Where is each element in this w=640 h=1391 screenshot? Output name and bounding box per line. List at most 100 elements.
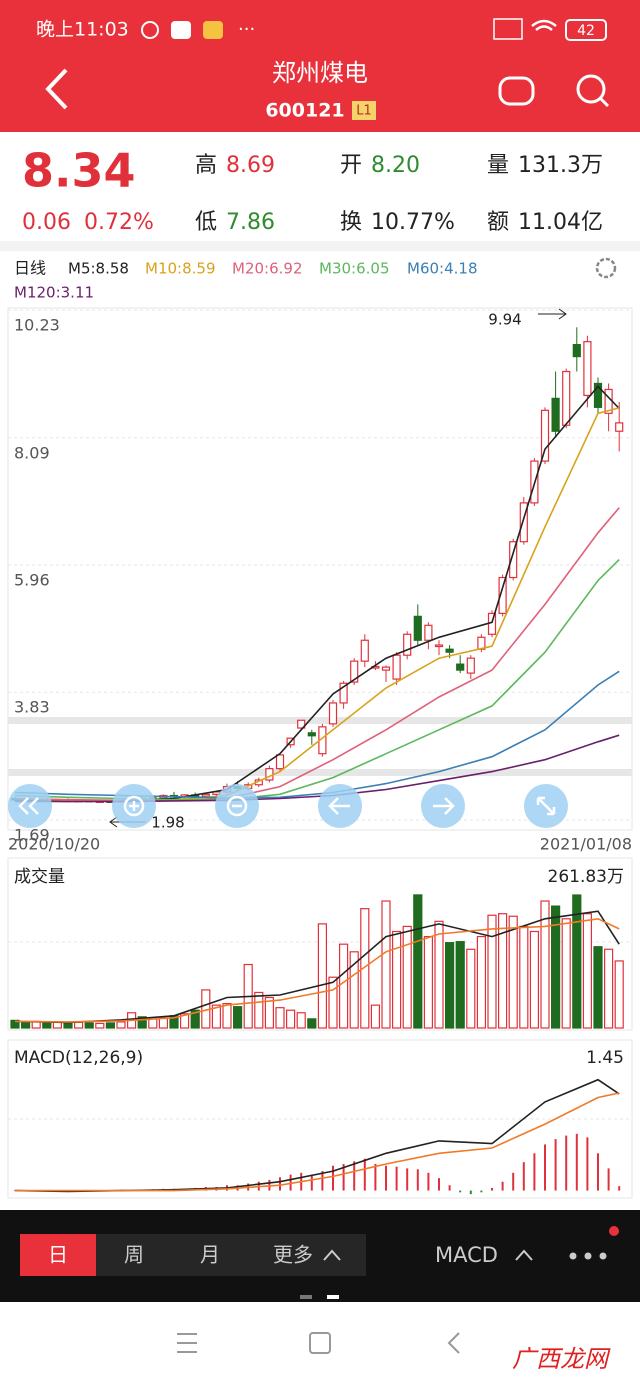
volume-bar: [572, 894, 582, 1029]
volume-bar: [148, 1018, 158, 1029]
indicator-button[interactable]: MACD: [435, 1243, 498, 1267]
nav-menu[interactable]: [177, 1333, 197, 1353]
period-tab[interactable]: 更多: [273, 1243, 313, 1267]
ma-legend: M5:8.58: [68, 260, 129, 278]
last-price: 8.34: [22, 144, 136, 198]
caret: [323, 1249, 341, 1261]
volume-bar: [264, 996, 274, 1029]
search-button[interactable]: [576, 74, 606, 104]
candle-body: [434, 644, 444, 648]
volume-bar: [116, 1021, 126, 1029]
candle-body: [350, 660, 359, 683]
macd-bar: [363, 1158, 366, 1191]
nav-back[interactable]: [447, 1332, 460, 1354]
robot-button[interactable]: [498, 76, 535, 106]
quote-label: 低: [195, 210, 217, 235]
candle-body: [360, 639, 369, 662]
macd-bar: [289, 1174, 292, 1191]
tabs: 日 周 月 更多: [48, 1243, 313, 1267]
period-tab[interactable]: 周: [124, 1243, 144, 1267]
candle-body: [339, 682, 348, 704]
candle-body: [413, 615, 422, 641]
quote-label: 额: [487, 210, 509, 235]
candle-body: [201, 793, 210, 797]
volume-bar: [370, 1004, 380, 1029]
candle-body: [551, 397, 560, 432]
macd-bar: [395, 1166, 398, 1191]
tab-active: [20, 1234, 96, 1276]
volume-bar: [275, 1007, 285, 1029]
app-icon: [171, 21, 191, 39]
period-tab[interactable]: 日: [48, 1243, 68, 1267]
price-change-pct: 0.72%: [84, 210, 154, 235]
stock-code: 600121: [265, 100, 344, 122]
level-band: [8, 717, 632, 724]
quote-grid: 高 8.69 开 8.20 量 131.3万低 7.86 换 10.77% 额 11.04亿: [195, 153, 603, 235]
quote-label: 开: [340, 153, 362, 178]
nav-home[interactable]: [309, 1332, 331, 1354]
page-dot: [300, 1295, 312, 1299]
volume-bar: [434, 920, 444, 1029]
level-band: [8, 769, 632, 776]
macd-bar: [618, 1186, 621, 1191]
volume-bar: [254, 991, 264, 1029]
period-tab[interactable]: 月: [200, 1243, 220, 1267]
volume-bar: [593, 946, 603, 1029]
macd-bar: [565, 1135, 568, 1191]
volume-bar: [413, 894, 423, 1029]
quote-label: 换: [340, 210, 362, 235]
volume-bar: [561, 918, 571, 1029]
volume-bar: [222, 1003, 232, 1029]
more-icon: ···: [238, 19, 255, 40]
max-label: 261.83万: [548, 867, 624, 887]
candle-body: [615, 422, 624, 432]
ma-line: [15, 1092, 620, 1192]
volume-bar: [21, 1021, 31, 1029]
battery-icon: [565, 19, 607, 41]
volume-bar: [328, 976, 338, 1029]
candle-body: [509, 541, 518, 579]
volume-bar: [349, 951, 359, 1029]
volume-bar: [42, 1021, 52, 1029]
macd-bar: [321, 1171, 324, 1191]
macd-bar: [427, 1172, 430, 1191]
volume-bar: [137, 1016, 147, 1029]
macd-bar: [448, 1185, 451, 1191]
macd-bar: [469, 1190, 472, 1195]
more-button[interactable]: [569, 1252, 607, 1260]
macd-bar: [597, 1153, 599, 1191]
macd-bar: [385, 1165, 387, 1191]
macd-bar: [575, 1133, 578, 1191]
volume-bar: [286, 1009, 296, 1029]
macd-bar: [607, 1168, 610, 1191]
quote-label: 量: [487, 153, 509, 178]
ma-line: [14, 670, 620, 799]
macd-bar: [416, 1169, 419, 1191]
quote-label: 高: [195, 153, 217, 178]
panel-title: 成交量: [14, 867, 65, 887]
nav-bar: [177, 1332, 460, 1354]
settings-button[interactable]: [595, 257, 617, 279]
ma-line: [14, 385, 620, 803]
signal-icon: [493, 18, 523, 40]
ma-legend: M120:3.11: [14, 284, 94, 302]
macd-bar: [533, 1153, 536, 1191]
wifi-icon: [531, 19, 557, 31]
ma-line: [14, 1078, 620, 1193]
candle-body: [562, 370, 571, 426]
back-button[interactable]: [45, 68, 68, 110]
macd-bar: [332, 1165, 334, 1191]
period-label: 日线: [14, 259, 46, 278]
macd-bar: [406, 1168, 409, 1191]
candle-body: [445, 648, 454, 653]
candle-body: [593, 382, 603, 408]
watermark: 广西龙网: [512, 1345, 611, 1373]
price-panel: [7, 307, 633, 831]
macd-bar: [501, 1181, 504, 1191]
high-annotation: 9.94: [488, 311, 521, 329]
macd-bar: [342, 1163, 345, 1191]
y-tick-label: 10.23: [14, 316, 60, 335]
macd-bar: [544, 1144, 546, 1191]
